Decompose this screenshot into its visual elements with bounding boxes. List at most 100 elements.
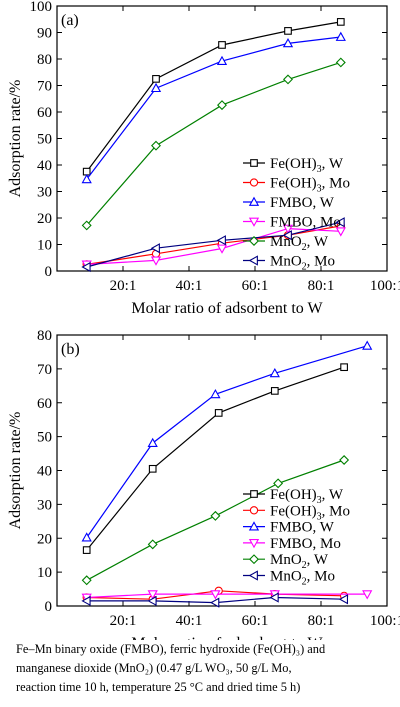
data-point (216, 244, 228, 254)
x-tick-label: 40:1 (176, 613, 203, 629)
y-tick-label: 50 (37, 430, 52, 446)
y-tick-label: 70 (37, 362, 52, 378)
data-point (273, 478, 284, 489)
legend-entry-main: Fe(OH) (270, 487, 317, 503)
data-point (284, 27, 292, 35)
panel-label: (a) (61, 12, 79, 29)
x-tick-label: 60:1 (242, 278, 269, 294)
legend-marker (248, 521, 260, 531)
legend-entry: MnO2, W (270, 234, 329, 253)
legend-marker (248, 217, 260, 227)
legend-entry: FMBO, W (270, 195, 335, 211)
legend-entry: FMBO, Mo (270, 536, 341, 552)
legend-marker (249, 236, 259, 246)
data-point (81, 173, 92, 184)
caption-line-3: reaction time 10 h, temperature 25 °C an… (16, 680, 301, 694)
legend-entry-subscript: 3 (317, 495, 322, 506)
y-tick-label: 100 (30, 0, 53, 15)
data-point (150, 82, 162, 93)
data-point (335, 227, 346, 237)
legend-marker (248, 570, 258, 581)
x-tick-label: 100:1 (370, 278, 400, 294)
x-tick-label: 40:1 (176, 278, 203, 294)
series-line-group (82, 363, 348, 554)
data-point (269, 367, 280, 378)
data-point (81, 220, 92, 231)
y-tick-label: 50 (37, 132, 52, 148)
legend-marker (249, 178, 259, 187)
series-line-group (81, 31, 346, 184)
x-tick-label: 20:1 (110, 278, 137, 294)
legend-entry: MnO2, W (270, 552, 329, 571)
legend-marker (248, 255, 258, 266)
y-tick-label: 10 (37, 565, 52, 581)
legend-entry-main: MnO (270, 569, 302, 585)
legend-entry: Fe(OH)3, W (270, 156, 344, 175)
legend-entry-subscript: 2 (302, 577, 307, 588)
series-line (86, 21, 341, 172)
data-point (269, 592, 279, 603)
data-point (151, 140, 161, 151)
legend-entry-main: Fe(OH) (270, 176, 317, 192)
data-point (210, 597, 220, 608)
legend-entry-tail: , Mo (322, 503, 350, 519)
series-line-group (81, 455, 350, 586)
series-line-group (81, 217, 345, 273)
data-point (218, 41, 226, 49)
data-point (147, 539, 158, 550)
x-axis-label: Molar ratio of adsorbent to W (131, 635, 323, 640)
series-line-group (81, 590, 373, 603)
y-axis-label: Adsorption rate/% (7, 80, 24, 198)
data-point (282, 38, 294, 48)
data-point (210, 590, 221, 600)
data-point (147, 590, 158, 600)
data-point (82, 167, 91, 176)
plot-frame (56, 334, 388, 607)
caption-line-1: Fe–Mn binary oxide (FMBO), ferric hydrox… (16, 642, 326, 656)
y-tick-label: 10 (37, 238, 52, 254)
data-point (81, 595, 91, 607)
legend-entry-main: Fe(OH) (270, 156, 317, 172)
y-tick-label: 60 (37, 105, 52, 121)
data-point (216, 235, 226, 246)
legend-entry-tail: , W (322, 487, 344, 503)
legend-entry-subscript: 2 (302, 262, 307, 273)
y-tick-label: 90 (37, 26, 52, 42)
x-tick-label: 80:1 (308, 613, 335, 629)
data-point (340, 363, 348, 372)
data-point (214, 409, 223, 417)
legend-entry: Fe(OH)3, Mo (270, 503, 350, 522)
data-point (362, 340, 373, 350)
chart-panel-a: 0 10 20 30 40 50 60 70 80 90 100 20:1 40:1 60:1 80:1 10… (7, 0, 400, 317)
data-point (150, 256, 162, 266)
y-tick-label: 0 (45, 599, 53, 615)
legend-marker (248, 196, 260, 206)
x-tick-label: 20:1 (110, 613, 137, 629)
y-tick-label: 60 (37, 396, 52, 412)
legend-entry-main: MnO (270, 234, 302, 250)
legend-entry: FMBO, Mo (270, 215, 341, 231)
y-tick-label: 80 (37, 52, 52, 68)
legend-entry-main: FMBO, W (270, 520, 335, 536)
x-tick-label: 60:1 (242, 613, 269, 629)
legend-marker (248, 538, 260, 549)
figure-caption: Fe–Mn binary oxide (FMBO), ferric hydrox… (16, 640, 388, 697)
legend-entry-subscript: 3 (317, 184, 322, 195)
series-line-group (82, 18, 345, 176)
data-point (152, 75, 160, 83)
legend-entry: MnO2, Mo (270, 569, 335, 588)
y-tick-label: 0 (45, 264, 53, 280)
data-point (147, 595, 157, 607)
legend-marker (250, 159, 258, 167)
data-point (282, 230, 292, 241)
y-tick-label: 70 (37, 79, 52, 95)
data-point (82, 546, 91, 554)
data-point (81, 575, 92, 586)
data-point (150, 243, 160, 254)
legend-entry: Fe(OH)3, W (270, 487, 344, 506)
legend-entry-main: Fe(OH) (270, 503, 317, 519)
data-point (81, 261, 91, 273)
legend-entry-main: FMBO, Mo (270, 215, 341, 231)
data-point (335, 57, 346, 68)
